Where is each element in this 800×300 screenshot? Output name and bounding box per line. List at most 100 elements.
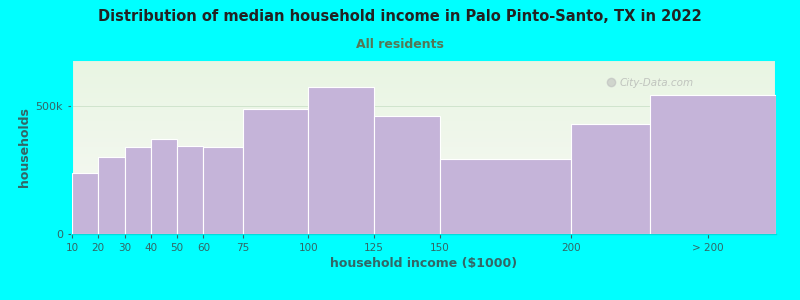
Bar xyxy=(72,147,776,149)
Bar xyxy=(72,197,776,199)
Bar xyxy=(72,189,776,190)
Bar xyxy=(72,163,776,164)
Y-axis label: households: households xyxy=(18,107,31,187)
Bar xyxy=(72,180,776,182)
Bar xyxy=(72,230,776,232)
Bar xyxy=(72,206,776,208)
Bar xyxy=(72,199,776,201)
Bar xyxy=(72,90,776,91)
Bar xyxy=(242,109,309,234)
Bar xyxy=(72,145,776,147)
Bar xyxy=(374,116,440,234)
Bar xyxy=(72,67,776,69)
Text: All residents: All residents xyxy=(356,38,444,50)
Bar xyxy=(72,107,776,109)
Bar xyxy=(72,81,776,82)
Bar xyxy=(203,147,242,234)
Bar xyxy=(72,175,776,177)
Bar xyxy=(72,166,776,168)
Text: City-Data.com: City-Data.com xyxy=(619,78,694,88)
Bar xyxy=(72,172,98,234)
Bar xyxy=(72,117,776,119)
Bar xyxy=(72,225,776,227)
Bar xyxy=(72,70,776,72)
Bar xyxy=(72,110,776,112)
Bar xyxy=(72,95,776,97)
Bar xyxy=(72,124,776,126)
Bar xyxy=(98,157,125,234)
Bar xyxy=(72,152,776,154)
Bar xyxy=(72,220,776,222)
Bar xyxy=(72,182,776,184)
Bar xyxy=(72,131,776,133)
Bar xyxy=(72,64,776,65)
Bar xyxy=(125,147,151,234)
Bar xyxy=(72,215,776,217)
Bar xyxy=(72,77,776,79)
Bar xyxy=(72,187,776,189)
Bar xyxy=(72,151,776,152)
Bar xyxy=(72,142,776,143)
Bar xyxy=(72,109,776,110)
Bar xyxy=(72,171,776,173)
X-axis label: household income ($1000): household income ($1000) xyxy=(330,257,518,270)
Bar xyxy=(72,222,776,224)
Bar xyxy=(72,93,776,95)
Bar xyxy=(72,210,776,212)
Bar xyxy=(72,232,776,234)
Bar xyxy=(72,190,776,192)
Bar xyxy=(72,224,776,225)
Bar xyxy=(72,116,776,117)
Bar xyxy=(72,196,776,197)
Bar xyxy=(72,84,776,86)
Bar xyxy=(177,146,203,234)
Bar xyxy=(72,97,776,98)
Bar xyxy=(72,112,776,114)
Bar xyxy=(72,159,776,161)
Bar xyxy=(72,128,776,130)
Bar xyxy=(72,229,776,230)
Bar xyxy=(72,102,776,103)
Bar xyxy=(72,177,776,178)
Bar xyxy=(72,86,776,88)
Bar xyxy=(72,227,776,229)
Bar xyxy=(72,194,776,196)
Bar xyxy=(72,185,776,187)
Bar xyxy=(72,79,776,81)
Bar xyxy=(72,126,776,128)
Bar xyxy=(72,149,776,151)
Bar xyxy=(72,169,776,171)
Bar xyxy=(72,72,776,74)
Bar xyxy=(72,135,776,137)
Bar xyxy=(72,123,776,124)
Bar xyxy=(72,158,776,159)
Bar xyxy=(72,100,776,102)
Bar xyxy=(650,94,776,234)
Bar xyxy=(72,201,776,203)
Bar xyxy=(72,203,776,204)
Bar xyxy=(72,82,776,84)
Bar xyxy=(440,158,571,234)
Bar xyxy=(72,114,776,116)
Bar xyxy=(72,119,776,121)
Bar xyxy=(72,213,776,215)
Bar xyxy=(72,154,776,156)
Bar xyxy=(72,212,776,213)
Bar xyxy=(72,91,776,93)
Bar xyxy=(72,69,776,70)
Bar xyxy=(72,121,776,123)
Bar xyxy=(72,88,776,90)
Text: Distribution of median household income in Palo Pinto-Santo, TX in 2022: Distribution of median household income … xyxy=(98,9,702,24)
Bar xyxy=(72,103,776,105)
Bar xyxy=(72,133,776,135)
Bar xyxy=(72,217,776,218)
Bar xyxy=(72,173,776,175)
Bar xyxy=(72,143,776,145)
Bar xyxy=(72,136,776,138)
Bar xyxy=(151,139,177,234)
Bar xyxy=(72,164,776,166)
Bar xyxy=(72,98,776,100)
Bar xyxy=(72,178,776,180)
Bar xyxy=(72,74,776,76)
Bar xyxy=(72,105,776,107)
